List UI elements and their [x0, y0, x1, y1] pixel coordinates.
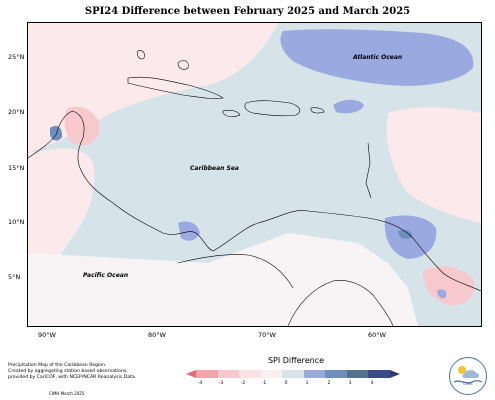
legend-cell	[217, 370, 239, 378]
legend-colorbar	[186, 370, 400, 378]
legend-cell	[260, 370, 282, 378]
legend-cell	[282, 370, 304, 378]
lat-label-15n: 15°N	[8, 164, 25, 172]
lat-label-25n: 25°N	[8, 53, 25, 61]
legend-cell	[368, 370, 390, 378]
positive-area-panama	[178, 221, 200, 241]
negative-area-south	[28, 233, 418, 326]
florida-tip-outline	[137, 50, 145, 60]
south-america-interior-outline	[287, 280, 394, 326]
legend-tick: 4	[370, 381, 374, 386]
legend-title: SPI Difference	[267, 356, 325, 365]
mainland-coastline	[28, 110, 481, 292]
legend-tick: -1	[261, 381, 267, 386]
puerto-rico-outline	[310, 107, 325, 114]
positive-area-atlantic-small	[333, 99, 364, 114]
legend-tick: 0	[284, 381, 288, 386]
lesser-antilles-outline	[365, 142, 372, 199]
spi-difference-map	[28, 23, 481, 326]
legend-tick: 2	[327, 381, 331, 386]
legend-cell	[196, 370, 218, 378]
bahamas-outline	[177, 60, 189, 70]
legend-high-extension	[389, 370, 400, 378]
negative-area-belize	[64, 106, 100, 146]
footer-line-1: Precipitation Map of the Caribbean Regio…	[8, 363, 107, 368]
positive-core-venezuela	[398, 229, 413, 239]
lat-label-20n: 20°N	[8, 108, 25, 116]
negative-area-east	[386, 107, 481, 223]
lon-label-60w: 60°W	[368, 331, 386, 339]
logo-text: CIMH	[463, 382, 473, 386]
coastlines	[28, 50, 481, 326]
footer-line-2: Created by aggregating station based obs…	[8, 369, 128, 374]
legend-cell	[239, 370, 261, 378]
legend-tick: -2	[240, 381, 246, 386]
map-panel	[27, 22, 482, 327]
credit-text: CIMH March 2025	[49, 391, 85, 396]
logo-icon	[453, 366, 483, 384]
positive-area-atlantic	[280, 29, 474, 86]
cimh-logo: CIMH	[449, 357, 487, 395]
legend-cell	[303, 370, 325, 378]
positive-area-honduras	[50, 125, 63, 141]
legend-cell	[346, 370, 368, 378]
label-pacific-ocean: Pacific Ocean	[83, 272, 129, 279]
lat-label-10n: 10°N	[8, 218, 25, 226]
legend-tick: -4	[197, 381, 203, 386]
cuba-outline	[127, 76, 224, 99]
map-title: SPI24 Difference between February 2025 a…	[84, 6, 411, 17]
lon-label-90w: 90°W	[38, 331, 56, 339]
colombia-outline	[177, 254, 294, 289]
legend-low-extension	[186, 370, 196, 378]
legend-tick: 3	[348, 381, 352, 386]
legend-tick: 1	[305, 381, 309, 386]
hispaniola-outline	[244, 100, 301, 117]
positive-area-suriname	[437, 289, 447, 299]
footer-note: Precipitation Map of the Caribbean Regio…	[8, 363, 168, 381]
footer-line-3: provided by CariCOF, with NCEP/NCAR Rean…	[8, 375, 137, 380]
jamaica-outline	[222, 109, 241, 118]
label-caribbean-sea: Caribbean Sea	[190, 165, 239, 172]
lon-label-70w: 70°W	[258, 331, 276, 339]
legend-tick: -3	[218, 381, 224, 386]
legend-cell	[325, 370, 347, 378]
lat-label-5n: 5°N	[8, 273, 21, 281]
lon-label-80w: 80°W	[148, 331, 166, 339]
label-atlantic-ocean: Atlantic Ocean	[353, 54, 403, 61]
negative-area-guianas	[423, 266, 475, 306]
